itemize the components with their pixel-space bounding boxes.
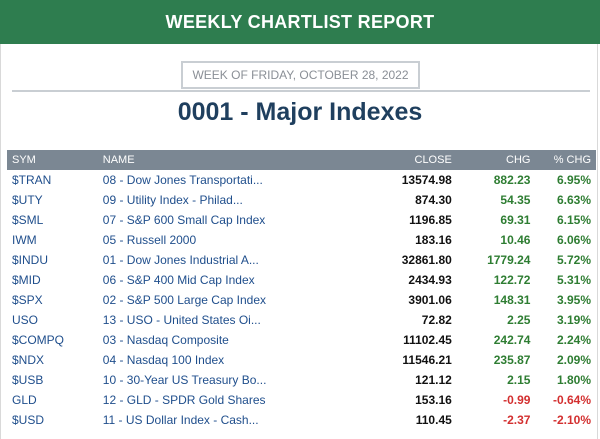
symbol-link[interactable]: $USD	[12, 413, 45, 427]
percent-change-value: -2.10%	[552, 413, 591, 427]
report-frame	[0, 44, 598, 439]
table-row[interactable]: $MID 06 - S&P 400 Mid Cap Index 2434.93 122…	[7, 270, 596, 290]
name-link[interactable]: 13 - USO - United States Oi...	[102, 313, 261, 327]
name-link[interactable]: 06 - S&P 400 Mid Cap Index	[102, 273, 255, 287]
column-header-name[interactable]: NAME	[97, 150, 387, 170]
symbol-link[interactable]: USO	[12, 313, 39, 327]
close-value: 72.82	[421, 313, 452, 327]
report-title: WEEKLY CHARTLIST REPORT	[165, 11, 435, 32]
close-value: 2434.93	[408, 273, 452, 287]
name-link[interactable]: 12 - GLD - SPDR Gold Shares	[102, 393, 266, 407]
table-row[interactable]: IWM 05 - Russell 2000 183.16 10.46 6.06%	[7, 230, 596, 250]
symbol-link[interactable]: $USB	[12, 373, 44, 387]
percent-change-value: 3.95%	[556, 293, 591, 307]
symbol-link[interactable]: GLD	[12, 393, 37, 407]
column-header-chg[interactable]: CHG	[456, 150, 536, 170]
name-link[interactable]: 01 - Dow Jones Industrial A...	[102, 253, 259, 267]
table-row[interactable]: USO 13 - USO - United States Oi... 72.82 2.…	[7, 310, 596, 330]
name-link[interactable]: 04 - Nasdaq 100 Index	[102, 353, 225, 367]
percent-change-value: 5.31%	[556, 273, 591, 287]
percent-change-value: 6.95%	[556, 173, 591, 187]
change-value: -0.99	[503, 393, 531, 407]
close-value: 183.16	[415, 233, 452, 247]
table-row[interactable]: $TRAN 08 - Dow Jones Transportati... 13574…	[7, 170, 596, 190]
close-value: 1196.85	[409, 213, 452, 227]
close-value: 13574.98	[401, 173, 452, 187]
close-value: 11546.21	[402, 353, 452, 367]
table-row[interactable]: $UTY 09 - Utility Index - Philad... 874.30…	[7, 190, 596, 210]
name-link[interactable]: 10 - 30-Year US Treasury Bo...	[102, 373, 267, 387]
symbol-link[interactable]: $SML	[12, 213, 44, 227]
percent-change-value: 2.09%	[556, 353, 591, 367]
change-value: 235.87	[493, 353, 531, 367]
name-link[interactable]: 03 - Nasdaq Composite	[102, 333, 229, 347]
close-value: 153.16	[415, 393, 452, 407]
symbol-link[interactable]: $INDU	[12, 253, 49, 267]
percent-change-value: 5.72%	[556, 253, 591, 267]
change-value: 1779.24	[487, 253, 531, 267]
change-value: 54.35	[500, 193, 531, 207]
table-row[interactable]: $SML 07 - S&P 600 Small Cap Index 1196.85 6…	[7, 210, 596, 230]
table-row[interactable]: $INDU 01 - Dow Jones Industrial A... 32861…	[7, 250, 596, 270]
symbol-link[interactable]: IWM	[12, 233, 37, 247]
divider	[12, 90, 590, 92]
column-header-sym[interactable]: SYM	[7, 150, 98, 170]
table-row[interactable]: $NDX 04 - Nasdaq 100 Index 11546.21 235.87 2…	[7, 350, 596, 370]
name-link[interactable]: 11 - US Dollar Index - Cash...	[102, 413, 259, 427]
change-value: -2.37	[503, 413, 531, 427]
table-row[interactable]: $USD 11 - US Dollar Index - Cash... 110.45…	[7, 410, 596, 430]
close-value: 3901.06	[408, 293, 452, 307]
table-row[interactable]: $USB 10 - 30-Year US Treasury Bo... 121.12…	[7, 370, 596, 390]
table-row[interactable]: $SPX 02 - S&P 500 Large Cap Index 3901.06 1…	[7, 290, 596, 310]
symbol-link[interactable]: $COMPQ	[12, 333, 65, 347]
change-value: 148.31	[493, 293, 531, 307]
list-title: 0001 - Major Indexes	[177, 98, 423, 126]
percent-change-value: 3.19%	[556, 313, 591, 327]
column-header-pct-chg[interactable]: % CHG	[535, 150, 596, 170]
symbol-link[interactable]: $TRAN	[12, 173, 52, 187]
close-value: 874.30	[415, 193, 452, 207]
name-link[interactable]: 05 - Russell 2000	[102, 233, 197, 247]
name-link[interactable]: 07 - S&P 600 Small Cap Index	[102, 213, 266, 227]
percent-change-value: 6.06%	[556, 233, 591, 247]
close-value: 32861.80	[401, 253, 452, 267]
close-value: 110.45	[415, 413, 452, 427]
close-value: 11102.45	[403, 333, 452, 347]
week-label: WEEK OF FRIDAY, OCTOBER 28, 2022	[192, 68, 409, 82]
change-value: 882.23	[493, 173, 531, 187]
change-value: 122.72	[493, 273, 531, 287]
table-header-row: SYM NAME CLOSE CHG % CHG	[7, 150, 596, 170]
percent-change-value: -0.64%	[552, 393, 591, 407]
symbol-link[interactable]: $MID	[12, 273, 41, 287]
table-body: $TRAN 08 - Dow Jones Transportati... 13574…	[7, 170, 596, 430]
change-value: 2.25	[507, 313, 531, 327]
name-link[interactable]: 08 - Dow Jones Transportati...	[102, 173, 263, 187]
table-header: SYM NAME CLOSE CHG % CHG	[7, 150, 596, 170]
name-link[interactable]: 02 - S&P 500 Large Cap Index	[102, 293, 266, 307]
close-value: 121.12	[415, 373, 452, 387]
change-value: 2.15	[507, 373, 531, 387]
symbol-link[interactable]: $NDX	[12, 353, 45, 367]
percent-change-value: 6.15%	[556, 213, 591, 227]
table-row[interactable]: $COMPQ 03 - Nasdaq Composite 11102.45 242.7…	[7, 330, 596, 350]
symbol-link[interactable]: $UTY	[12, 193, 43, 207]
percent-change-value: 2.24%	[556, 333, 591, 347]
change-value: 242.74	[493, 333, 531, 347]
indexes-table: SYM NAME CLOSE CHG % CHG $TRAN 08 - Dow J…	[7, 150, 596, 430]
week-label-box: WEEK OF FRIDAY, OCTOBER 28, 2022	[181, 61, 420, 89]
column-header-close[interactable]: CLOSE	[386, 150, 457, 170]
table-row[interactable]: GLD 12 - GLD - SPDR Gold Shares 153.16 -0.9…	[7, 390, 596, 410]
name-link[interactable]: 09 - Utility Index - Philad...	[102, 193, 243, 207]
report-banner: WEEKLY CHARTLIST REPORT	[0, 0, 600, 44]
percent-change-value: 6.63%	[556, 193, 591, 207]
change-value: 69.31	[500, 213, 531, 227]
percent-change-value: 1.80%	[556, 373, 591, 387]
change-value: 10.46	[500, 233, 531, 247]
symbol-link[interactable]: $SPX	[12, 293, 43, 307]
